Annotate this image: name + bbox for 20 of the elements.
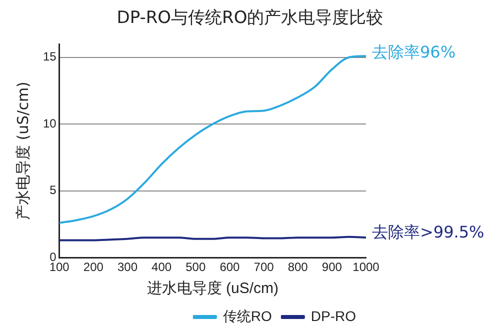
- y-tick-label: 15: [42, 50, 57, 64]
- x-tick-label: 900: [322, 260, 342, 274]
- x-axis-title: 进水电导度 (uS/cm): [146, 280, 279, 298]
- x-tick-label: 1000: [352, 260, 380, 274]
- x-tick-label: 200: [83, 260, 104, 274]
- y-axis-title: 产水电导度 (uS/cm): [14, 82, 32, 220]
- y-tick-label: 5: [50, 183, 57, 198]
- y-tick-label: 10: [42, 116, 57, 130]
- x-tick-label: 500: [186, 260, 206, 274]
- legend-label: DP-RO: [310, 308, 356, 324]
- x-tick-label: 700: [254, 260, 274, 274]
- annotation: 去除率96%: [372, 42, 456, 62]
- x-tick-label: 400: [152, 260, 172, 274]
- line-series: [59, 55, 366, 224]
- legend-label: 传统RO: [222, 308, 272, 324]
- chart-title: DP-RO与传统RO的产水电导度比较: [116, 7, 384, 29]
- annotation: 去除率>99.5%: [372, 222, 484, 242]
- x-tick-label: 300: [117, 260, 138, 274]
- x-tick-label: 600: [220, 260, 240, 274]
- x-tick-label: 800: [288, 260, 308, 274]
